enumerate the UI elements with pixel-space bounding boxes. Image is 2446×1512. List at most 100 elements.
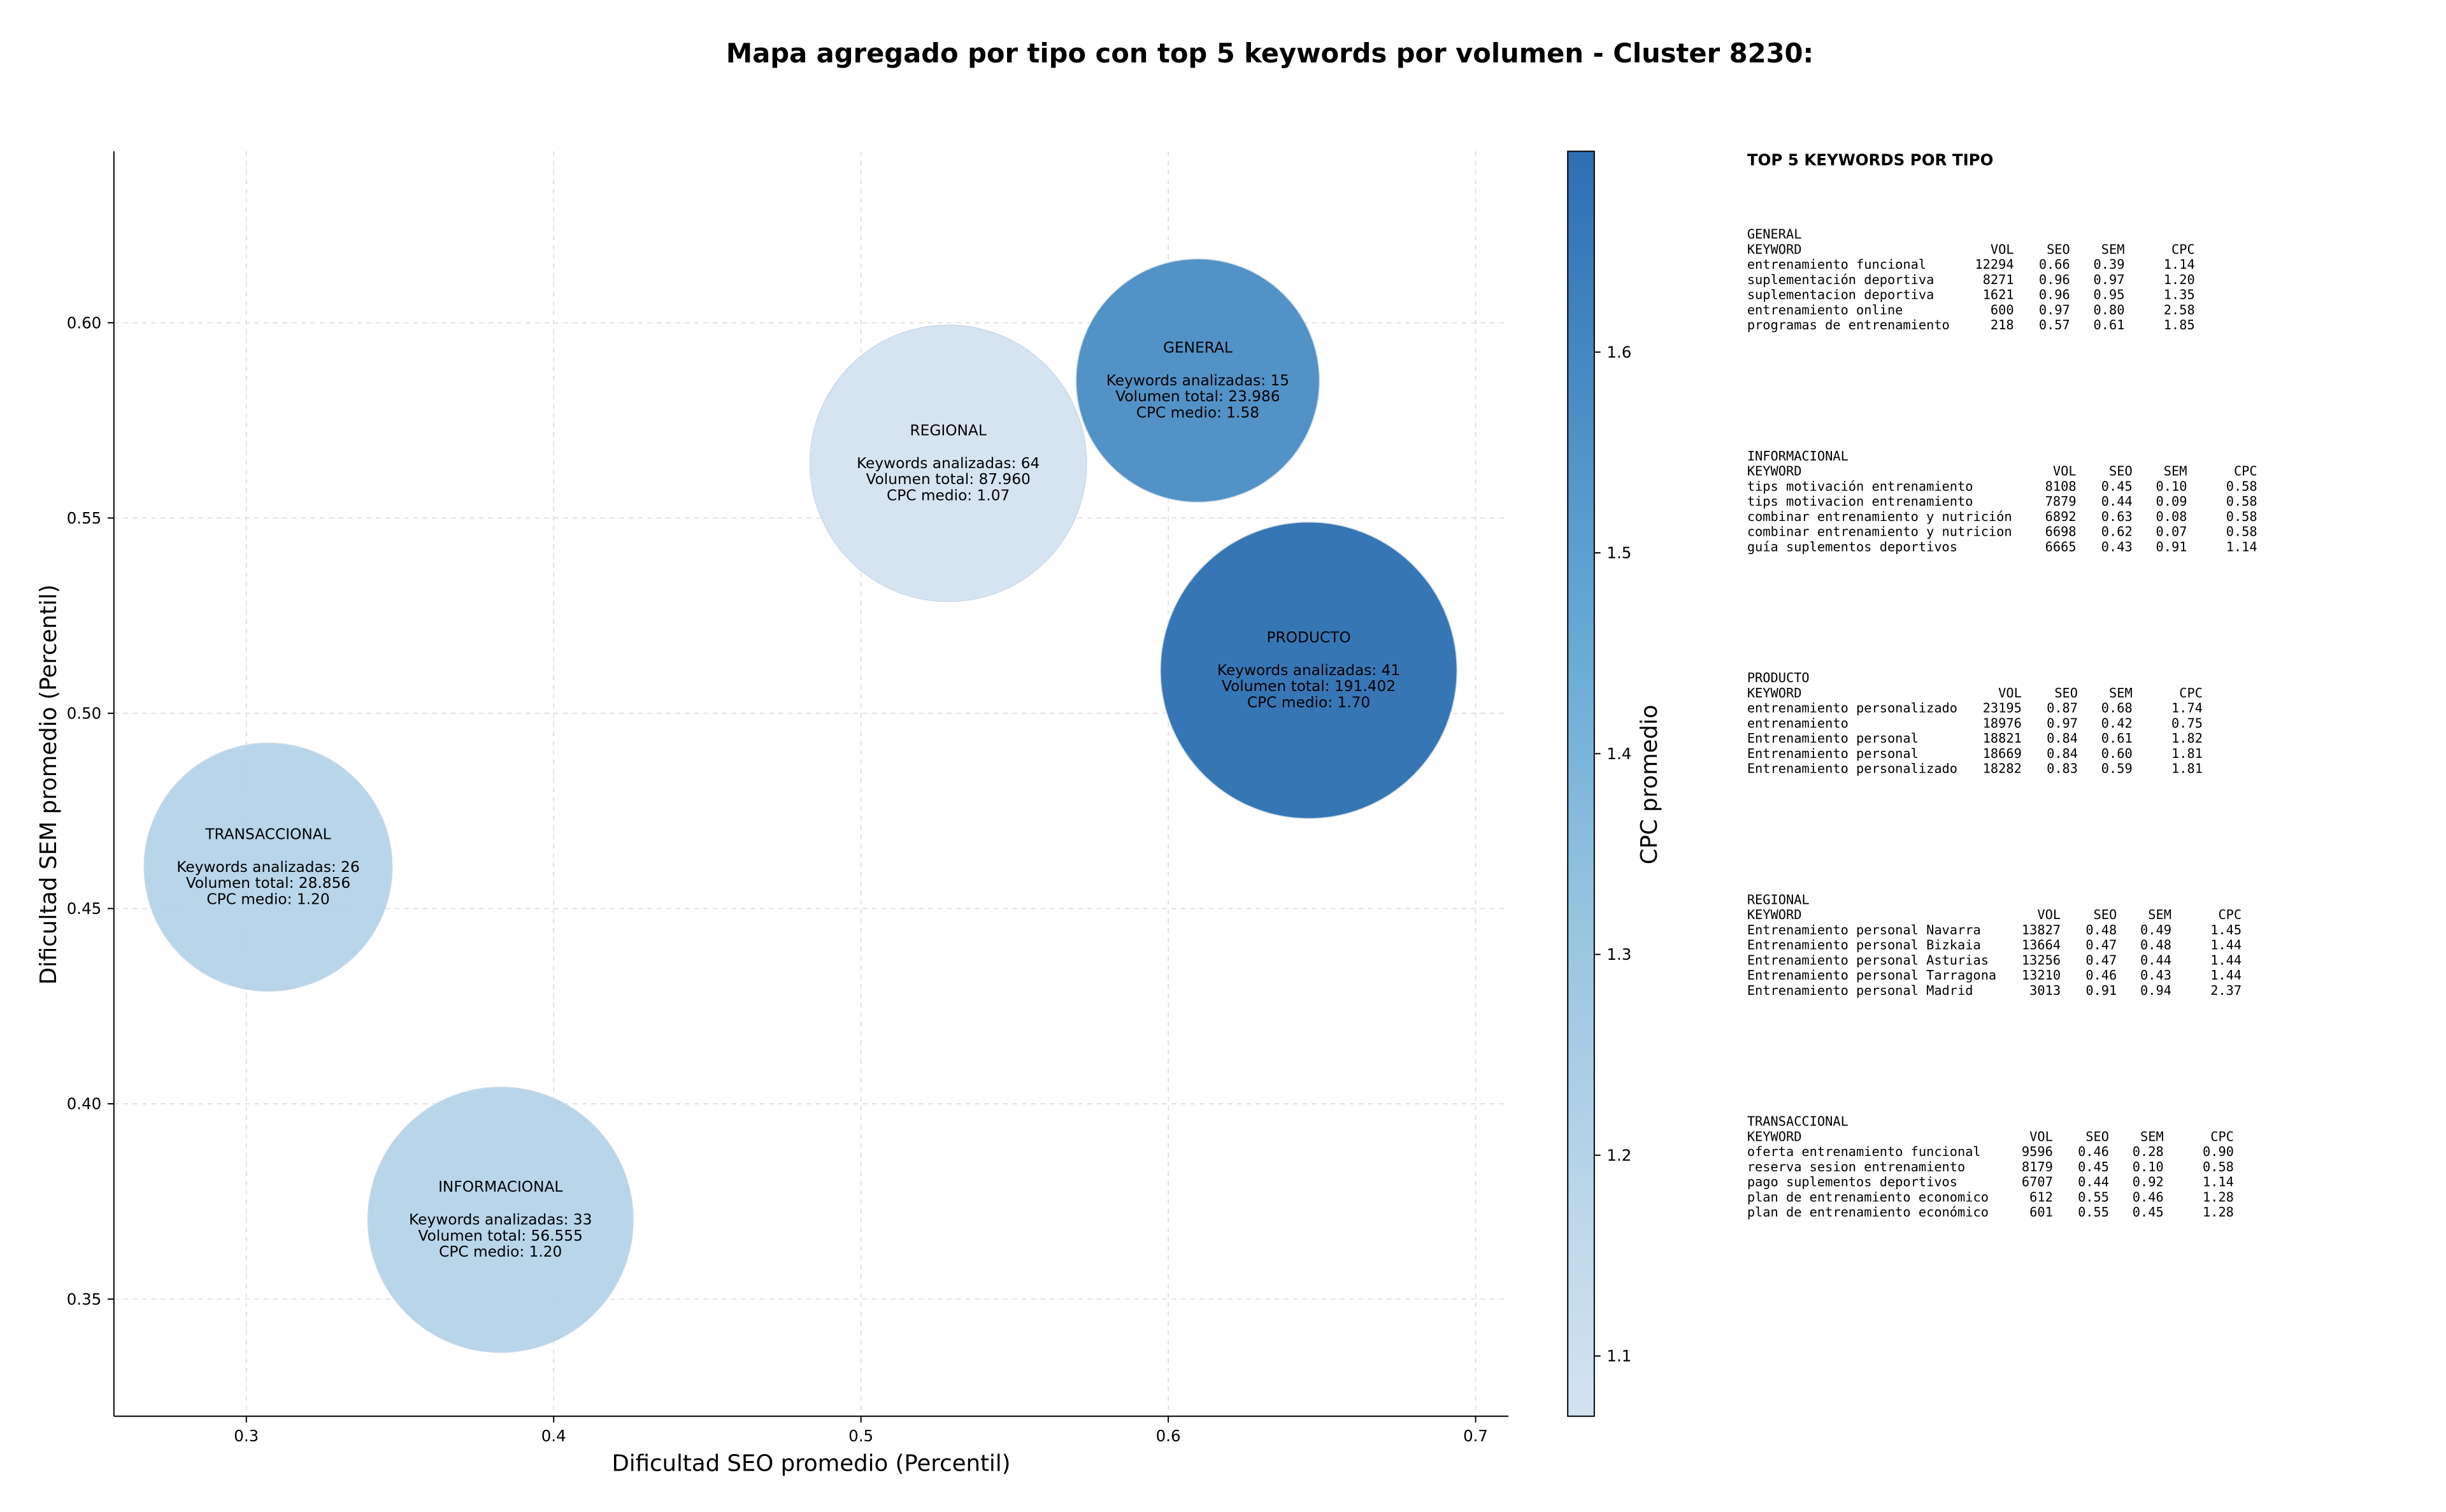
group-title: PRODUCTO	[1747, 670, 1810, 685]
table-cell: 0.55	[2078, 1189, 2109, 1204]
table-cell: 0.91	[2085, 983, 2117, 998]
bubble-annotation: Volumen total: 23.986	[1115, 388, 1280, 405]
table-cell: 0.97	[2094, 272, 2125, 287]
column-header: SEM	[2101, 241, 2125, 257]
bubble-annotation: Volumen total: 28.856	[186, 874, 350, 892]
colorbar-tick-label: 1.5	[1606, 544, 1631, 562]
bubble-annotation: Keywords analizadas: 15	[1106, 372, 1289, 389]
table-cell: 13827	[2022, 922, 2061, 938]
column-header: CPC	[2179, 685, 2203, 701]
table-cell: entrenamiento funcional	[1747, 257, 1926, 272]
table-cell: 0.80	[2094, 302, 2125, 317]
table-cell: 0.62	[2101, 524, 2133, 539]
table-cell: 18669	[1983, 746, 2022, 761]
table-cell: 1.14	[2203, 1174, 2234, 1190]
table-cell: 18976	[1983, 715, 2022, 731]
column-header: SEO	[2085, 1129, 2109, 1144]
y-tick-label: 0.55	[67, 509, 101, 527]
table-cell: Entrenamiento personal	[1747, 746, 1919, 761]
table-cell: oferta entrenamiento funcional	[1747, 1144, 1981, 1159]
table-cell: 0.58	[2226, 509, 2257, 524]
table-cell: 0.39	[2094, 257, 2125, 272]
table-cell: 0.58	[2226, 524, 2257, 539]
column-header: VOL	[1998, 685, 2022, 701]
colorbar-tick-label: 1.6	[1606, 343, 1631, 361]
table-cell: Entrenamiento personal Bizkaia	[1747, 938, 1981, 953]
table-cell: 0.66	[2039, 257, 2070, 272]
column-header: KEYWORD	[1747, 685, 1802, 701]
colorbar	[1567, 150, 1595, 1417]
y-axis-label: Dificultad SEM promedio (Percentil)	[36, 584, 62, 985]
x-tick-label: 0.5	[848, 1427, 873, 1445]
table-cell: 0.10	[2133, 1159, 2164, 1174]
table-cell: 0.42	[2101, 715, 2133, 731]
table-cell: 1.20	[2164, 272, 2195, 287]
column-header: SEM	[2164, 464, 2187, 479]
table-cell: 13210	[2022, 967, 2061, 983]
table-cell: 0.47	[2085, 952, 2117, 967]
bubble-name: TRANSACCIONAL	[204, 825, 331, 843]
table-cell: 0.58	[2226, 494, 2257, 509]
bubble-name: REGIONAL	[910, 422, 987, 439]
table-cell: 13256	[2022, 952, 2061, 967]
x-tick-label: 0.6	[1156, 1427, 1181, 1445]
table-cell: 0.44	[2078, 1174, 2109, 1190]
table-cell: 9596	[2022, 1144, 2053, 1159]
table-cell: 1.81	[2171, 761, 2203, 776]
table-cell: 2.37	[2210, 983, 2242, 998]
column-header: SEO	[2094, 907, 2117, 922]
table-cell: 0.47	[2085, 938, 2117, 953]
table-cell: 1.28	[2203, 1189, 2234, 1204]
column-header: CPC	[2210, 1129, 2234, 1144]
bubble	[809, 324, 1087, 603]
bubble-annotation: CPC medio: 1.20	[206, 890, 329, 908]
chart-title: Mapa agregado por tipo con top 5 keyword…	[726, 38, 1813, 69]
table-cell: 0.08	[2156, 509, 2187, 524]
column-header: SEO	[2047, 241, 2070, 257]
table-cell: 1.82	[2171, 731, 2203, 746]
table-cell: 1.81	[2171, 746, 2203, 761]
bubble	[1160, 522, 1458, 819]
table-cell: 0.09	[2156, 494, 2187, 509]
table-cell: 0.97	[2047, 715, 2078, 731]
group-title: REGIONAL	[1747, 892, 1810, 907]
table-cell: programas de entrenamiento	[1747, 317, 1950, 332]
column-header: VOL	[2037, 907, 2061, 922]
bubble-annotation: Keywords analizadas: 41	[1217, 662, 1400, 679]
column-header: CPC	[2171, 241, 2195, 257]
table-cell: 0.46	[2078, 1144, 2109, 1159]
table-cell: 600	[1991, 302, 2014, 317]
table-cell: 6665	[2045, 539, 2077, 554]
table-cell: 0.95	[2094, 287, 2125, 303]
table-cell: 12294	[1975, 257, 2013, 272]
table-cell: 18821	[1983, 731, 2022, 746]
table-cell: 23195	[1983, 701, 2022, 716]
group-title: TRANSACCIONAL	[1747, 1114, 1849, 1129]
table-cell: pago suplementos deportivos	[1747, 1174, 1957, 1190]
group-title: GENERAL	[1747, 227, 1802, 242]
x-tick-label: 0.3	[234, 1427, 259, 1445]
table-cell: 0.55	[2078, 1204, 2109, 1220]
table-cell: 6707	[2022, 1174, 2053, 1190]
table-cell: 13664	[2022, 938, 2061, 953]
table-cell: 0.63	[2101, 509, 2133, 524]
table-cell: 0.46	[2085, 967, 2117, 983]
colorbar-tick-label: 1.2	[1606, 1146, 1631, 1164]
column-header: VOL	[2053, 464, 2077, 479]
x-tick-label: 0.7	[1463, 1427, 1488, 1445]
colorbar-tick-label: 1.1	[1606, 1347, 1631, 1366]
table-cell: 0.87	[2047, 701, 2078, 716]
table-cell: 6698	[2045, 524, 2077, 539]
table-cell: 0.45	[2078, 1159, 2109, 1174]
table-cell: 0.44	[2101, 494, 2133, 509]
table-cell: 0.84	[2047, 731, 2078, 746]
table-cell: 1.44	[2210, 967, 2242, 983]
table-cell: 0.45	[2133, 1204, 2164, 1220]
table-cell: 1621	[1983, 287, 2014, 303]
table-cell: 0.60	[2101, 746, 2133, 761]
table-cell: 8108	[2045, 478, 2077, 494]
column-header: CPC	[2234, 464, 2257, 479]
table-cell: 0.43	[2140, 967, 2171, 983]
table-cell: 0.07	[2156, 524, 2187, 539]
table-cell: 0.84	[2047, 746, 2078, 761]
